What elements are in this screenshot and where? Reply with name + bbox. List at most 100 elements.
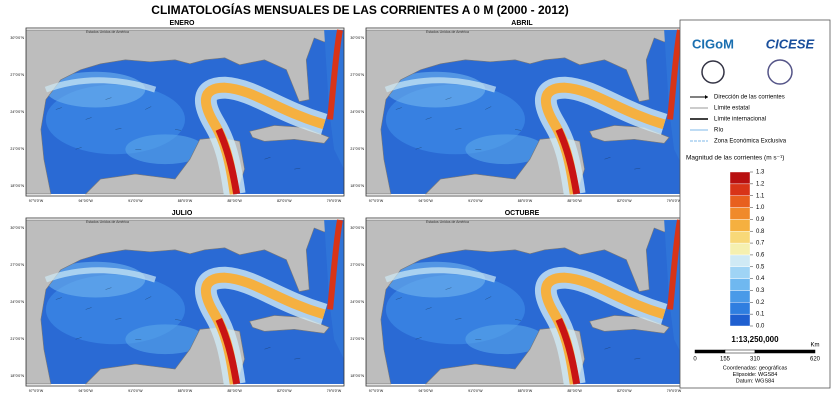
legend-label: Límite estatal bbox=[714, 106, 750, 112]
longitude-label: 79°0'0"W bbox=[667, 199, 682, 203]
colorbar-tick-label: 0.2 bbox=[756, 300, 765, 306]
panels: ENERO Estados Unidos de América 97°0'0"W 94… bbox=[10, 20, 685, 393]
map bbox=[366, 220, 684, 384]
legend: Dirección de las corrientes Límite estata… bbox=[686, 95, 821, 385]
logo-cicese: CICESE bbox=[766, 36, 815, 51]
colorbar-tick-label: 0.6 bbox=[756, 253, 765, 259]
colorbar-title: Magnitud de las corrientes (m s⁻¹) bbox=[686, 155, 784, 162]
colorbar-band bbox=[729, 266, 751, 279]
colorbar-tick-label: 0.8 bbox=[756, 229, 765, 235]
legend-note: Elipsoide: WGS84 bbox=[733, 372, 778, 378]
colorbar-band bbox=[729, 242, 751, 256]
legend-note: Coordenadas: geográficas bbox=[723, 365, 788, 371]
latitude-label: 30°0'0"N bbox=[10, 36, 24, 40]
longitude-label: 82°0'0"W bbox=[277, 389, 292, 393]
latitude-label: 24°0'0"N bbox=[10, 110, 24, 114]
latitude-label: 21°0'0"N bbox=[350, 147, 364, 151]
colorbar-tick-label: 1.3 bbox=[756, 170, 765, 176]
colorbar-tick-label: 0.3 bbox=[756, 288, 765, 294]
longitude-label: 97°0'0"W bbox=[29, 199, 44, 203]
country-label: Estados Unidos de América bbox=[426, 220, 469, 224]
scalebar-unit: Km bbox=[811, 343, 820, 349]
longitude-label: 85°0'0"W bbox=[567, 199, 582, 203]
longitude-label: 88°0'0"W bbox=[518, 389, 533, 393]
panel-title: JULIO bbox=[172, 210, 193, 217]
latitude-label: 30°0'0"N bbox=[350, 226, 364, 230]
colorbar-band bbox=[729, 290, 751, 303]
seal bbox=[701, 60, 725, 84]
longitude-label: 97°0'0"W bbox=[369, 199, 384, 203]
latitude-label: 27°0'0"N bbox=[10, 73, 24, 77]
longitude-label: 91°0'0"W bbox=[128, 199, 143, 203]
latitude-label: 30°0'0"N bbox=[10, 226, 24, 230]
latitude-label: 24°0'0"N bbox=[350, 300, 364, 304]
colorbar-band bbox=[729, 313, 751, 327]
map bbox=[366, 30, 684, 194]
latitude-label: 24°0'0"N bbox=[10, 300, 24, 304]
longitude-label: 79°0'0"W bbox=[327, 389, 342, 393]
colorbar-band bbox=[729, 207, 751, 220]
colorbar-band bbox=[729, 183, 751, 196]
longitude-label: 97°0'0"W bbox=[369, 389, 384, 393]
scalebar-label: 155 bbox=[720, 357, 731, 363]
country-label: Estados Unidos de América bbox=[426, 30, 469, 34]
scalebar-label: 620 bbox=[810, 357, 821, 363]
latitude-label: 18°0'0"N bbox=[350, 374, 364, 378]
scalebar-segment bbox=[754, 349, 816, 354]
country-label: Estados Unidos de América bbox=[86, 220, 129, 224]
colorbar-band bbox=[729, 171, 751, 185]
colorbar-band bbox=[729, 278, 751, 291]
longitude-label: 88°0'0"W bbox=[518, 199, 533, 203]
latitude-label: 21°0'0"N bbox=[350, 337, 364, 341]
colorbar-tick-label: 0.1 bbox=[756, 312, 765, 318]
figure-title: CLIMATOLOGÍAS MENSUALES DE LAS CORRIENTE… bbox=[151, 2, 568, 17]
panel-title: ENERO bbox=[170, 20, 195, 27]
colorbar-tick-label: 1.2 bbox=[756, 181, 765, 187]
latitude-label: 30°0'0"N bbox=[350, 36, 364, 40]
longitude-label: 88°0'0"W bbox=[178, 389, 193, 393]
longitude-label: 82°0'0"W bbox=[277, 199, 292, 203]
colorbar-tick-label: 1.0 bbox=[756, 205, 765, 211]
latitude-label: 27°0'0"N bbox=[350, 73, 364, 77]
scalebar-segment bbox=[694, 349, 726, 354]
latitude-label: 18°0'0"N bbox=[350, 184, 364, 188]
legend-label: Límite internacional bbox=[714, 117, 766, 123]
longitude-label: 85°0'0"W bbox=[227, 389, 242, 393]
latitude-label: 27°0'0"N bbox=[10, 263, 24, 267]
longitude-label: 94°0'0"W bbox=[78, 199, 93, 203]
longitude-label: 88°0'0"W bbox=[178, 199, 193, 203]
longitude-label: 91°0'0"W bbox=[468, 389, 483, 393]
latitude-label: 21°0'0"N bbox=[10, 147, 24, 151]
longitude-label: 91°0'0"W bbox=[468, 199, 483, 203]
colorbar-tick-label: 0.7 bbox=[756, 241, 765, 247]
panel-title: ABRIL bbox=[511, 20, 533, 27]
scalebar-label: 310 bbox=[750, 357, 761, 363]
latitude-label: 24°0'0"N bbox=[350, 110, 364, 114]
panel-title: OCTUBRE bbox=[505, 210, 540, 217]
colorbar-tick-label: 0.5 bbox=[756, 264, 765, 270]
logo-cigom: CIGoM bbox=[692, 36, 734, 51]
colorbar-band bbox=[729, 219, 751, 232]
legend-box bbox=[679, 19, 831, 389]
map-frame bbox=[25, 217, 345, 387]
longitude-label: 82°0'0"W bbox=[617, 199, 632, 203]
longitude-label: 94°0'0"W bbox=[78, 389, 93, 393]
longitude-label: 85°0'0"W bbox=[567, 389, 582, 393]
longitude-label: 94°0'0"W bbox=[418, 389, 433, 393]
scalebar-segment bbox=[724, 349, 756, 354]
seal bbox=[767, 59, 793, 85]
legend-arrowhead bbox=[705, 95, 708, 99]
colorbar-band bbox=[729, 302, 751, 315]
longitude-label: 94°0'0"W bbox=[418, 199, 433, 203]
map bbox=[26, 220, 344, 384]
longitude-label: 79°0'0"W bbox=[667, 389, 682, 393]
map-frame bbox=[25, 27, 345, 197]
longitude-label: 85°0'0"W bbox=[227, 199, 242, 203]
country-label: Estados Unidos de América bbox=[86, 30, 129, 34]
colorbar-band bbox=[729, 254, 751, 267]
scalebar-label: 0 bbox=[693, 357, 697, 363]
latitude-label: 18°0'0"N bbox=[10, 184, 24, 188]
map bbox=[26, 30, 344, 194]
legend-label: Dirección de las corrientes bbox=[714, 95, 785, 101]
